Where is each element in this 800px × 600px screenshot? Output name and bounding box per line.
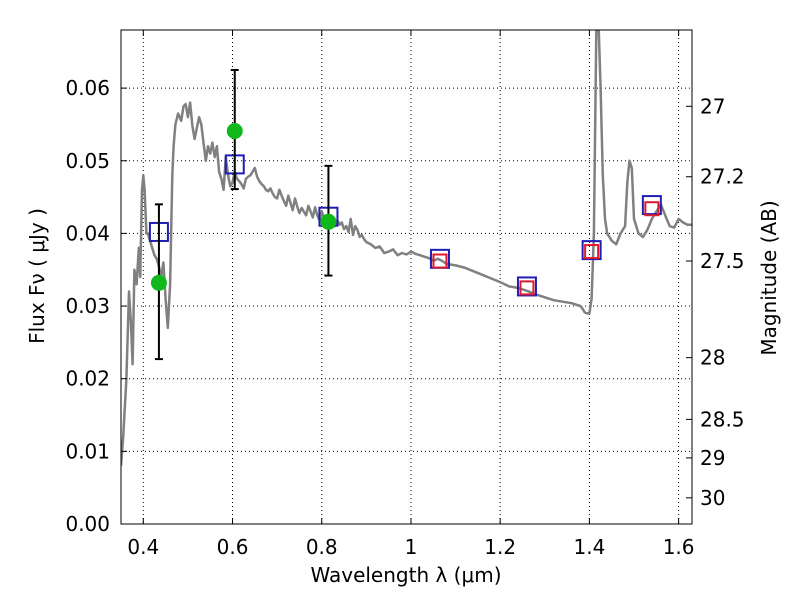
observed-flux-point	[226, 122, 243, 139]
x-tick-label: 0.8	[306, 535, 338, 559]
y-tick-label: 0.00	[65, 512, 110, 536]
right-tick-label: 27.2	[700, 165, 745, 189]
synthetic-photometry-square	[519, 280, 535, 296]
y-tick-label: 0.02	[65, 367, 110, 391]
right-tick-label: 29	[700, 446, 725, 470]
x-tick-label: 0.4	[127, 535, 159, 559]
y-tick-label: 0.01	[65, 439, 110, 463]
right-axis-label: Magnitude (AB)	[757, 200, 781, 355]
axis-ticks: 0.4 0.6 0.8 1 1.2 1.4 1.6 0.00 0.01 0.02 0.03 0.04 0…	[65, 30, 745, 559]
x-tick-label: 1.2	[484, 535, 516, 559]
x-tick-label: 1	[405, 535, 418, 559]
model-sed-line	[121, 30, 692, 466]
model-photometry-square	[581, 240, 602, 261]
y-tick-label: 0.04	[65, 221, 110, 245]
model-sed-curve-layer	[121, 30, 692, 466]
synthetic-photometry-square	[584, 244, 600, 260]
model-photometry-square	[516, 276, 537, 297]
y-tick-label: 0.06	[65, 76, 110, 100]
right-tick-label: 30	[700, 486, 725, 510]
right-tick-label: 28	[700, 346, 725, 370]
x-tick-label: 1.6	[663, 535, 695, 559]
y-tick-label: 0.03	[65, 294, 110, 318]
grid-lines	[121, 30, 692, 525]
x-tick-label: 1.4	[573, 535, 605, 559]
plot-frame	[120, 29, 693, 525]
synthetic-photometry-square	[432, 253, 448, 269]
synthetic-photometry-square	[644, 201, 660, 217]
x-tick-label: 0.6	[217, 535, 249, 559]
model-photometry-square	[641, 195, 662, 216]
y-axis-label: Flux Fν ( μJy )	[25, 208, 49, 344]
y-tick-label: 0.05	[65, 149, 110, 173]
right-tick-label: 28.5	[700, 407, 745, 431]
right-tick-label: 27	[700, 94, 725, 118]
observed-flux-point	[320, 213, 337, 230]
observed-flux-point	[150, 274, 167, 291]
right-tick-label: 27.5	[700, 249, 745, 273]
x-axis-label: Wavelength λ (μm)	[310, 563, 501, 587]
photometry-markers	[148, 68, 662, 361]
